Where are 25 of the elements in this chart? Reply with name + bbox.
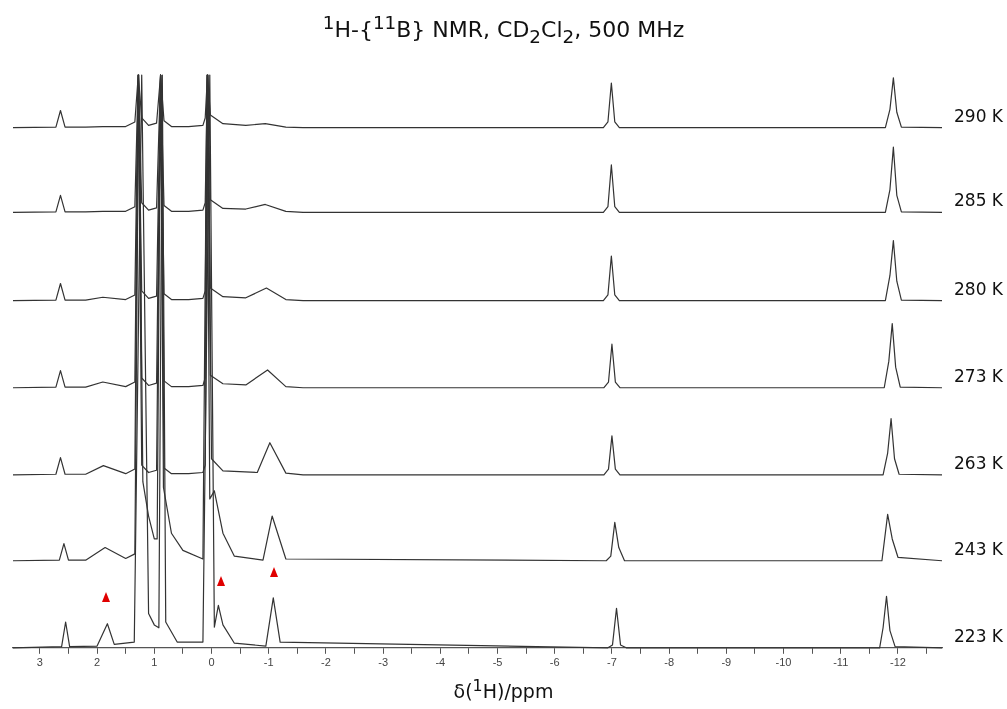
x-tick-label: -4 [435,656,446,669]
x-tick-label: -7 [607,656,617,669]
series-label: 290 K [954,105,1004,126]
x-tick-label: -6 [549,656,560,669]
x-tick-label: -3 [378,656,388,669]
series-label: 263 K [954,452,1004,473]
series-label: 280 K [954,278,1004,299]
x-tick-label: -8 [664,656,675,669]
x-tick-label: 0 [208,656,215,669]
x-tick-label: 1 [151,656,158,669]
x-tick-label: -5 [492,656,503,669]
series-label: 243 K [954,538,1004,559]
series-label: 223 K [954,625,1004,646]
x-tick-label: 2 [94,656,101,669]
series-label: 285 K [954,190,1004,211]
x-axis-title: δ($^{1}$H)/ppm [452,676,555,703]
chart-title: $^{1}$H-{$^{11}$B} NMR, CD$_{2}$Cl$_{2}$, 500 MHz [321,12,686,47]
x-tick-label: -10 [775,656,792,669]
series-label: 273 K [954,365,1004,386]
x-tick-label: -9 [721,656,732,669]
x-tick-label: -12 [890,656,906,669]
x-tick-label: -2 [321,656,331,669]
x-tick-label: 3 [36,656,43,669]
x-tick-label: -1 [263,656,274,669]
x-tick-label: -11 [833,656,849,669]
